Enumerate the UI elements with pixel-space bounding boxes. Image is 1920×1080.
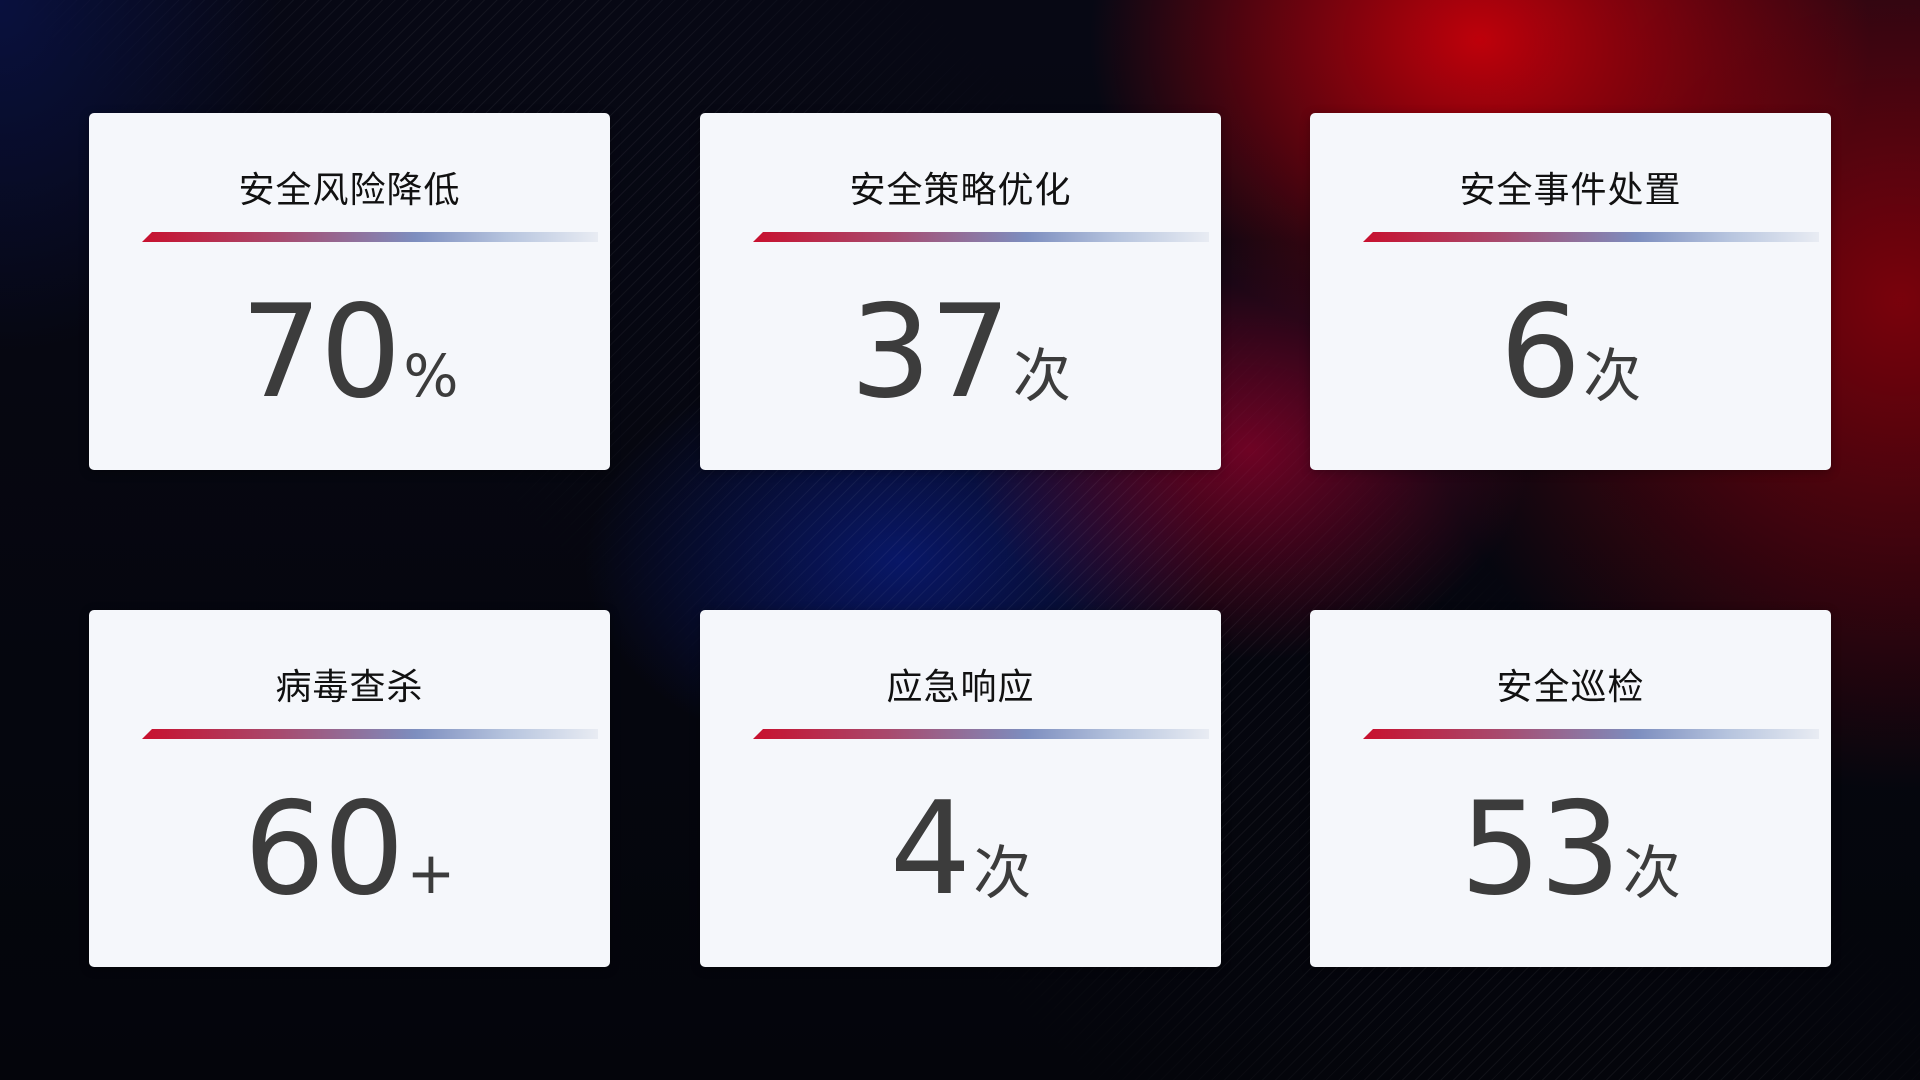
card-divider — [753, 729, 1209, 739]
value-number: 6 — [1499, 278, 1581, 427]
stat-card-policy-optimization: 安全策略优化 37次 — [700, 113, 1221, 470]
card-title: 病毒查杀 — [275, 667, 424, 708]
value-number: 60 — [243, 775, 405, 924]
stat-card-virus-removal: 病毒查杀 60+ — [89, 610, 610, 967]
card-value: 60+ — [89, 775, 610, 924]
value-unit: + — [406, 839, 456, 907]
card-value: 4次 — [700, 775, 1221, 924]
stat-card-incident-handling: 安全事件处置 6次 — [1310, 113, 1831, 470]
card-title: 安全风险降低 — [238, 170, 461, 211]
card-title: 安全策略优化 — [849, 170, 1072, 211]
value-unit: 次 — [973, 839, 1032, 907]
card-value: 6次 — [1310, 278, 1831, 427]
card-divider — [1363, 729, 1819, 739]
card-divider — [142, 232, 598, 242]
card-title: 安全巡检 — [1496, 667, 1645, 708]
stat-card-emergency-response: 应急响应 4次 — [700, 610, 1221, 967]
card-value: 70% — [89, 278, 610, 427]
card-divider — [142, 729, 598, 739]
card-value: 37次 — [700, 278, 1221, 427]
stat-card-risk-reduction: 安全风险降低 70% — [89, 113, 610, 470]
card-title: 安全事件处置 — [1459, 170, 1682, 211]
stat-card-security-inspection: 安全巡检 53次 — [1310, 610, 1831, 967]
card-divider — [753, 232, 1209, 242]
value-unit: 次 — [1583, 342, 1642, 410]
value-unit: 次 — [1622, 839, 1681, 907]
value-number: 70 — [240, 278, 402, 427]
value-number: 37 — [850, 278, 1011, 427]
card-value: 53次 — [1310, 775, 1831, 924]
value-number: 53 — [1460, 775, 1621, 924]
value-unit: % — [403, 342, 459, 410]
value-unit: 次 — [1012, 342, 1071, 410]
value-number: 4 — [889, 775, 971, 924]
card-title: 应急响应 — [886, 667, 1035, 708]
card-divider — [1363, 232, 1819, 242]
